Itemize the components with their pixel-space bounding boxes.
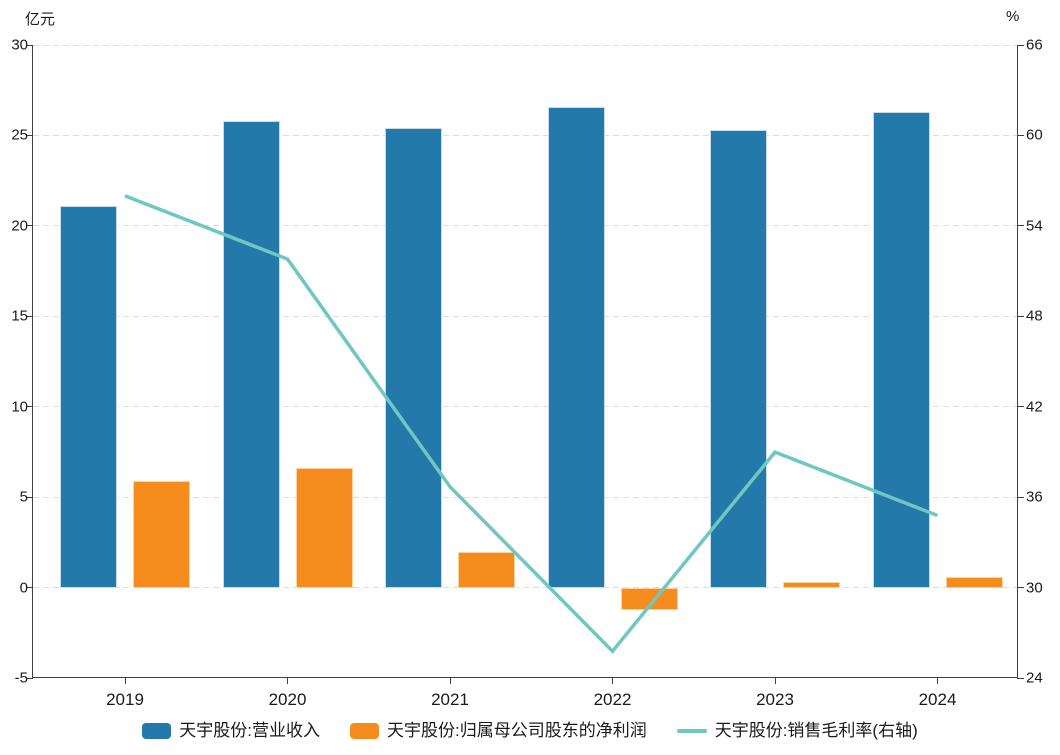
x-axis-tick-label: 2021 [431,690,469,710]
left-axis-tick [26,677,33,679]
x-axis-tick-label: 2019 [106,690,144,710]
legend: 天宇股份:营业收入 天宇股份:归属母公司股东的净利润 天宇股份:销售毛利率(右轴) [0,722,1060,739]
left-axis-tick-label: 30 [11,36,28,54]
left-axis-tick [26,587,33,589]
right-axis-tick [1017,587,1024,589]
right-axis-tick-label: 60 [1026,126,1043,144]
right-axis-tick-label: 54 [1026,217,1043,235]
x-axis-tick [937,678,938,685]
bar-revenue-2023 [710,130,767,588]
gridline [33,587,1017,589]
left-axis-tick-label: 0 [19,579,28,597]
left-axis-tick [26,315,33,317]
left-axis-tick [26,134,33,136]
x-axis-tick [774,678,776,685]
legend-label: 天宇股份:销售毛利率(右轴) [714,721,918,740]
legend-item-revenue: 天宇股份:营业收入 [142,722,320,739]
right-axis-unit-label: % [1006,8,1020,25]
bar-net-profit-2024 [945,576,1003,588]
gridline [33,225,1017,227]
right-axis-tick-label: 48 [1026,307,1043,325]
right-axis-tick [1017,677,1024,679]
gridline [33,406,1017,408]
right-axis-tick-label: 24 [1026,669,1043,687]
x-axis-tick-label: 2024 [918,690,957,710]
legend-line-swatch [676,728,707,733]
right-axis-tick [1017,44,1024,46]
right-axis-tick-label: 42 [1026,398,1043,416]
right-axis-tick [1017,225,1024,227]
x-axis-tick [612,678,613,685]
legend-label: 天宇股份:营业收入 [179,721,320,740]
legend-bar-swatch [349,722,379,739]
gridline [33,496,1017,498]
left-axis-tick-label: 25 [11,126,28,144]
right-axis-tick [1017,496,1024,498]
legend-item-gross-margin: 天宇股份:销售毛利率(右轴) [676,721,918,740]
left-axis-unit-label: 亿元 [25,11,56,28]
bar-revenue-2019 [60,206,117,588]
x-axis-tick [287,678,288,685]
right-axis-line [1017,45,1018,679]
left-axis-tick-label: 10 [11,398,28,416]
right-axis-tick [1017,134,1024,136]
bar-revenue-2020 [222,120,280,588]
x-axis-tick-label: 2023 [756,690,794,710]
left-axis-tick [26,496,33,498]
legend-item-net-profit: 天宇股份:归属母公司股东的净利润 [349,721,647,740]
x-axis-tick [124,678,126,685]
x-axis-tick-label: 2020 [268,690,307,710]
left-axis-tick-label: 20 [11,217,28,235]
bar-net-profit-2021 [458,551,515,588]
x-axis-line [32,677,1017,679]
x-axis-tick [449,678,451,685]
gridline [33,134,1017,136]
left-axis-tick-label: -5 [14,669,28,687]
right-axis-tick [1017,406,1024,408]
gridline [33,44,1017,46]
bar-net-profit-2023 [783,582,840,588]
left-axis-tick [26,406,33,408]
left-axis-tick [26,225,33,227]
bar-revenue-2021 [385,128,442,588]
legend-bar-swatch [142,722,172,739]
legend-label: 天宇股份:归属母公司股东的净利润 [386,721,647,740]
bar-revenue-2022 [547,106,605,588]
x-axis-tick-label: 2022 [593,690,632,710]
bar-net-profit-2020 [295,468,353,588]
right-axis-tick [1017,315,1024,317]
bar-net-profit-2019 [133,481,190,588]
left-axis-line [32,45,33,679]
left-axis-tick-label: 15 [11,307,28,325]
gridline [33,315,1017,317]
right-axis-tick-label: 30 [1026,579,1043,597]
left-axis-tick [26,44,33,46]
right-axis-tick-label: 36 [1026,488,1043,506]
right-axis-tick-label: 66 [1026,36,1043,54]
left-axis-tick-label: 5 [19,488,28,506]
gross-margin-line [124,194,939,654]
